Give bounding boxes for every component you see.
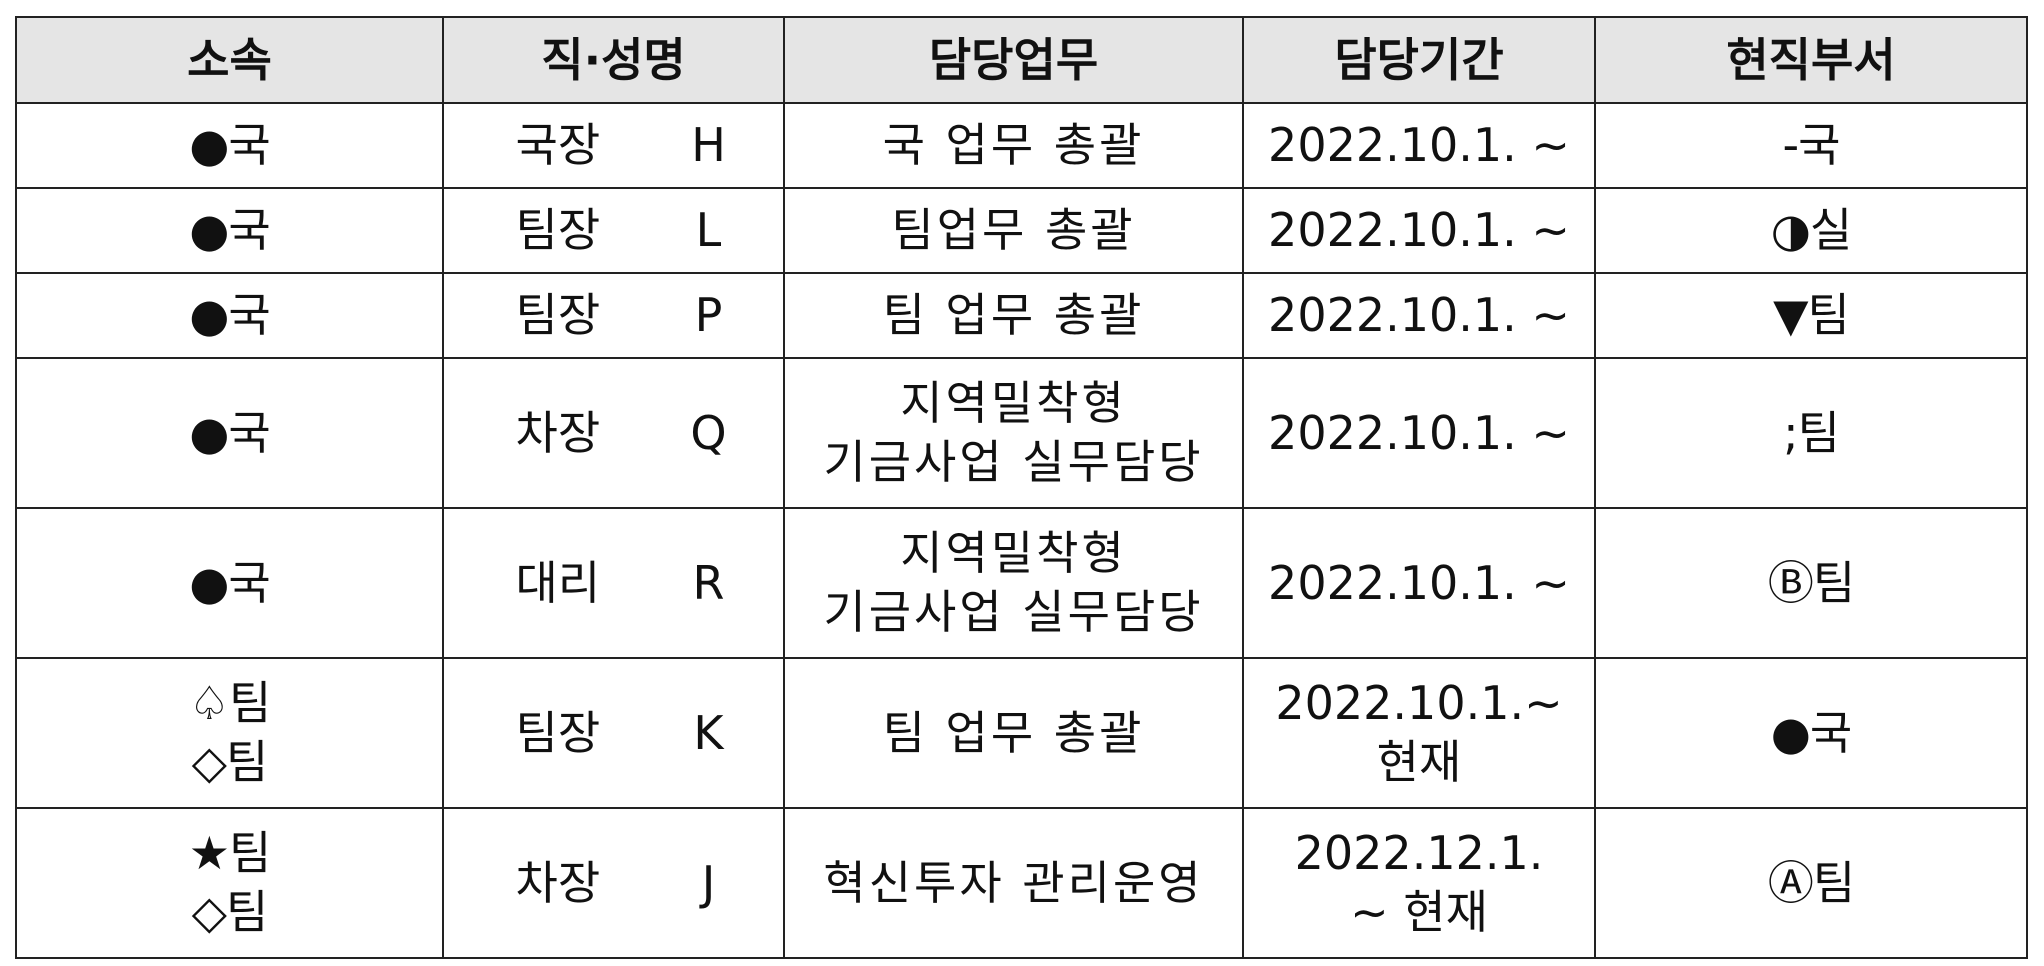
position-text: 차장: [515, 405, 601, 460]
table-row: ●국 팀장 L 팀업무 총괄 2022.10.1. ~ ◑실: [15, 187, 2028, 274]
duty-text: 팀업무 총괄: [891, 203, 1136, 258]
header-position-name: 직·성명: [442, 16, 785, 104]
position-text: 대리: [515, 555, 601, 610]
person-name: K: [693, 705, 724, 760]
department-cell: ●국: [15, 507, 444, 659]
department-text: ●국: [189, 405, 270, 460]
header-current-department: 현직부서: [1594, 16, 2028, 104]
duty-cell: 혁신투자 관리운영: [783, 807, 1244, 959]
table-header-row: 소속 직·성명 담당업무 담당기간 현직부서: [15, 16, 2028, 104]
table-row: ♤팀 ◇팀 팀장 K 팀 업무 총괄 2022.10.1.~ 현재 ●국: [15, 657, 2028, 809]
duty-text-line-2: 기금사업 실무담당: [823, 585, 1204, 639]
department-cell: ●국: [15, 272, 444, 359]
duty-text-line-2: 기금사업 실무담당: [823, 435, 1204, 489]
department-text: ●국: [189, 203, 270, 258]
current-department-cell: ◑실: [1594, 187, 2028, 274]
department-cell: ★팀 ◇팀: [15, 807, 444, 959]
person-name: P: [694, 288, 723, 343]
period-cell: 2022.10.1.~ 현재: [1242, 657, 1596, 809]
position-text: 팀장: [515, 288, 601, 343]
period-text: 2022.10.1. ~: [1268, 118, 1570, 173]
duty-text: 팀 업무 총괄: [882, 705, 1145, 760]
duty-cell: 지역밀착형 기금사업 실무담당: [783, 357, 1244, 509]
duty-cell: 팀 업무 총괄: [783, 272, 1244, 359]
department-text: ●국: [189, 555, 270, 610]
period-cell: 2022.10.1. ~: [1242, 187, 1596, 274]
duty-text-line-1: 지역밀착형: [900, 376, 1127, 431]
period-text: 2022.10.1. ~: [1268, 288, 1570, 343]
current-department-cell: ▼팀: [1594, 272, 2028, 359]
table-row: ●국 대리 R 지역밀착형 기금사업 실무담당 2022.10.1. ~ Ⓑ팀: [15, 507, 2028, 659]
duty-text: 국 업무 총괄: [882, 118, 1145, 173]
period-text-line-1: 2022.10.1.~: [1275, 676, 1563, 731]
person-name: H: [691, 118, 726, 173]
period-text-line-2: 현재: [1376, 735, 1462, 789]
department-cell: ●국: [15, 357, 444, 509]
table-row: ●국 차장 Q 지역밀착형 기금사업 실무담당 2022.10.1. ~ ;팀: [15, 357, 2028, 509]
duty-text: 혁신투자 관리운영: [823, 855, 1204, 910]
period-text-line-2: ~ 현재: [1350, 885, 1488, 939]
position-name-cell: 팀장 K: [442, 657, 785, 809]
department-cell: ♤팀 ◇팀: [15, 657, 444, 809]
department-text: ●국: [189, 288, 270, 343]
department-cell: ●국: [15, 102, 444, 189]
period-text: 2022.10.1. ~: [1268, 203, 1570, 258]
current-department-cell: Ⓑ팀: [1594, 507, 2028, 659]
duty-cell: 국 업무 총괄: [783, 102, 1244, 189]
person-name: L: [695, 203, 722, 258]
period-cell: 2022.10.1. ~: [1242, 102, 1596, 189]
position-name-cell: 차장 J: [442, 807, 785, 959]
current-department-cell: -국: [1594, 102, 2028, 189]
position-text: 차장: [515, 855, 601, 910]
table-row: ★팀 ◇팀 차장 J 혁신투자 관리운영 2022.12.1. ~ 현재 Ⓐ팀: [15, 807, 2028, 959]
table-row: ●국 팀장 P 팀 업무 총괄 2022.10.1. ~ ▼팀: [15, 272, 2028, 359]
period-text: 2022.10.1. ~: [1268, 555, 1570, 610]
position-text: 팀장: [515, 705, 601, 760]
period-cell: 2022.12.1. ~ 현재: [1242, 807, 1596, 959]
staff-assignment-table: 소속 직·성명 담당업무 담당기간 현직부서 ●국 국장 H 국 업무 총괄 20…: [15, 16, 2028, 959]
period-text: 2022.10.1. ~: [1268, 405, 1570, 460]
person-name: R: [692, 555, 725, 610]
position-name-cell: 팀장 P: [442, 272, 785, 359]
person-name: J: [701, 855, 716, 910]
duty-text: 팀 업무 총괄: [882, 288, 1145, 343]
period-cell: 2022.10.1. ~: [1242, 272, 1596, 359]
position-name-cell: 팀장 L: [442, 187, 785, 274]
department-text-line-2: ◇팀: [191, 885, 269, 939]
current-department-cell: ●국: [1594, 657, 2028, 809]
table-row: ●국 국장 H 국 업무 총괄 2022.10.1. ~ -국: [15, 102, 2028, 189]
period-cell: 2022.10.1. ~: [1242, 357, 1596, 509]
position-name-cell: 대리 R: [442, 507, 785, 659]
position-text: 팀장: [515, 203, 601, 258]
position-name-cell: 국장 H: [442, 102, 785, 189]
duty-cell: 팀 업무 총괄: [783, 657, 1244, 809]
department-text-line-1: ♤팀: [188, 676, 272, 731]
header-department: 소속: [15, 16, 444, 104]
period-text-line-1: 2022.12.1.: [1294, 826, 1544, 881]
current-department-cell: Ⓐ팀: [1594, 807, 2028, 959]
position-text: 국장: [515, 118, 601, 173]
department-text-line-2: ◇팀: [191, 735, 269, 789]
duty-text-line-1: 지역밀착형: [900, 526, 1127, 581]
duty-cell: 팀업무 총괄: [783, 187, 1244, 274]
department-cell: ●국: [15, 187, 444, 274]
department-text: ●국: [189, 118, 270, 173]
position-name-cell: 차장 Q: [442, 357, 785, 509]
header-duty: 담당업무: [783, 16, 1244, 104]
current-department-cell: ;팀: [1594, 357, 2028, 509]
header-period: 담당기간: [1242, 16, 1596, 104]
person-name: Q: [690, 405, 727, 460]
period-cell: 2022.10.1. ~: [1242, 507, 1596, 659]
duty-cell: 지역밀착형 기금사업 실무담당: [783, 507, 1244, 659]
department-text-line-1: ★팀: [188, 826, 272, 881]
